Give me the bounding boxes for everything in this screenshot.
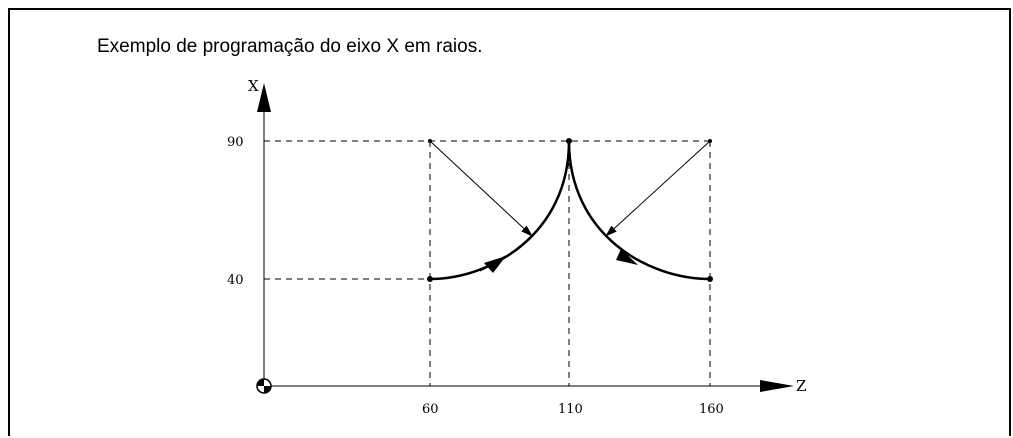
z-axis-arrow [760,380,794,392]
point-start [427,276,433,282]
figure-frame [8,8,1011,436]
z-axis-label: Z [796,377,806,395]
point-top [566,138,572,144]
machine-zero-icon [256,378,272,394]
radius-arrow-left [429,140,533,237]
figure-caption: Exemplo de programação do eixo X em raio… [97,36,483,57]
x-axis-label: X [248,77,259,95]
tick-z-60: 60 [422,402,439,417]
tick-x-90: 90 [227,135,244,150]
tick-x-40: 40 [227,273,244,288]
x-axis-arrow [257,83,271,112]
direction-arrow-left-head [484,256,506,273]
point-end [707,276,713,282]
radius-arrow-right [605,140,711,237]
center-left [428,139,432,143]
arc-left [429,140,571,281]
tick-z-160: 160 [699,402,724,417]
direction-arrow-right-head [616,249,638,265]
arc-right [567,140,711,281]
tick-z-110: 110 [558,402,583,417]
center-right [708,139,712,143]
